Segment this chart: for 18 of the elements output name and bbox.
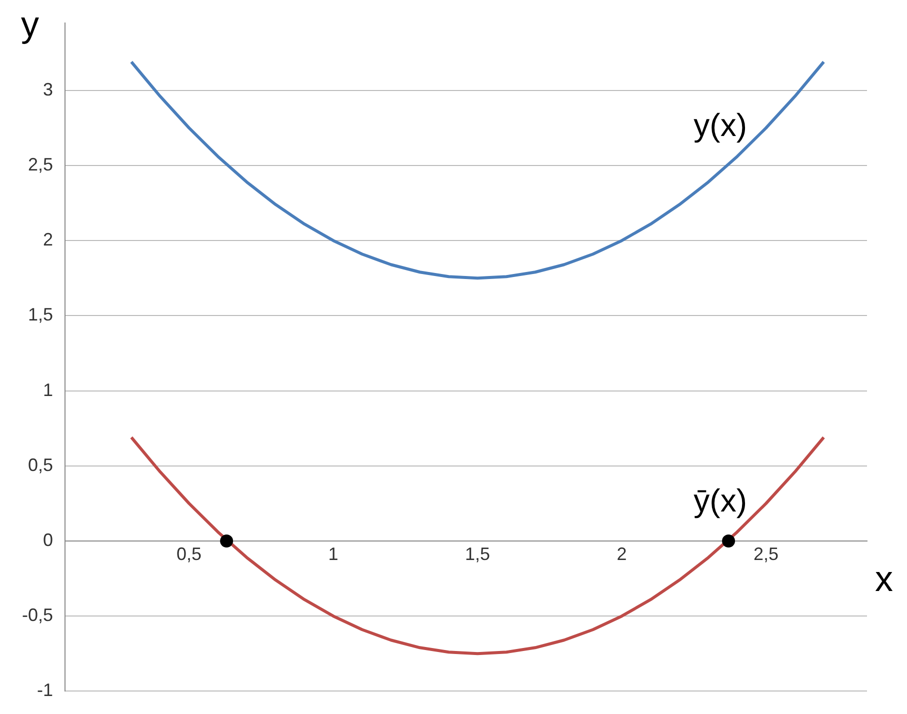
x-tick-label: 1 bbox=[328, 544, 338, 564]
x-tick-label: 1,5 bbox=[465, 544, 490, 564]
y-tick-label: -1 bbox=[37, 680, 54, 700]
annotation: ȳ(x) bbox=[694, 482, 747, 518]
y-tick-label: 2,5 bbox=[28, 154, 54, 174]
x-tick-label: 2,5 bbox=[754, 544, 779, 564]
y-tick-label: 2 bbox=[43, 230, 54, 250]
y-tick-label: 1,5 bbox=[28, 304, 54, 325]
y-tick-label: 0,5 bbox=[28, 454, 54, 475]
y-tick-label: 1 bbox=[43, 380, 54, 400]
y-tick-label: -0,5 bbox=[22, 605, 54, 626]
y-tick-label: 3 bbox=[43, 79, 54, 100]
y-axis-title: y bbox=[21, 4, 40, 45]
annotation: y(x) bbox=[694, 106, 747, 143]
x-tick-label: 2 bbox=[616, 544, 627, 564]
x-axis-title: x bbox=[875, 558, 893, 599]
x-tick-label: 0,5 bbox=[176, 544, 202, 564]
y-tick-label: 0 bbox=[43, 530, 54, 550]
